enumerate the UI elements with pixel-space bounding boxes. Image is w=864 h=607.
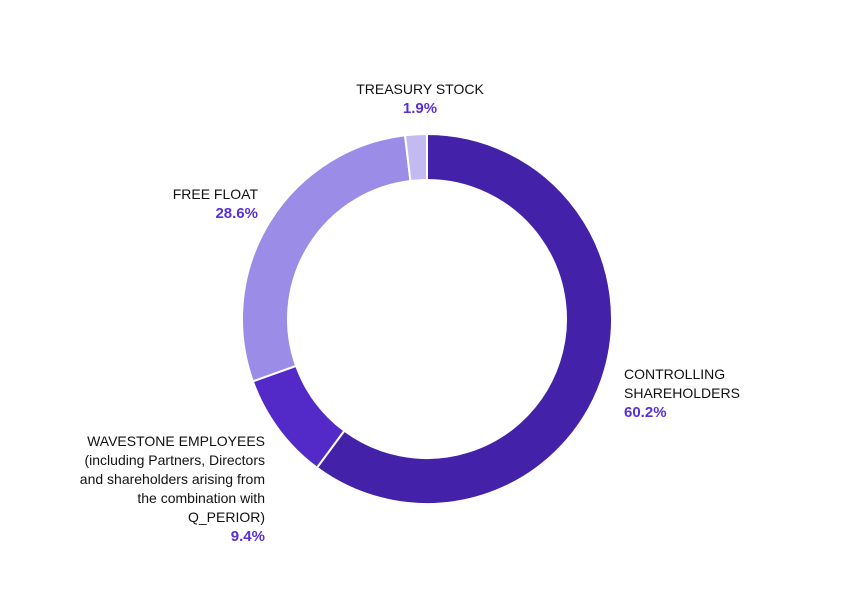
donut-slice-treasury-stock — [403, 132, 428, 183]
slice-value-treasury-stock: 1.9% — [402, 100, 438, 117]
slice-label-free-float: FREE FLOAT — [172, 186, 258, 202]
label-wavestone-employees: WAVESTONE EMPLOYEES (including Partners,… — [40, 432, 265, 546]
slice-value-wavestone-employees: 9.4% — [230, 528, 265, 545]
slice-label-controlling-shareholders: CONTROLLING SHAREHOLDERS — [624, 366, 740, 401]
slice-label-wavestone-employees: WAVESTONE EMPLOYEES (including Partners,… — [79, 433, 265, 525]
label-treasury-stock: TREASURY STOCK 1.9% — [330, 80, 510, 118]
slice-value-controlling-shareholders: 60.2% — [624, 404, 667, 421]
slice-label-treasury-stock: TREASURY STOCK — [356, 81, 484, 97]
donut-slice-free-float — [241, 134, 412, 383]
label-free-float: FREE FLOAT 28.6% — [110, 185, 258, 223]
slice-value-free-float: 28.6% — [215, 205, 258, 222]
donut-slice-controlling-shareholders — [315, 132, 613, 505]
label-controlling-shareholders: CONTROLLING SHAREHOLDERS 60.2% — [624, 365, 740, 422]
